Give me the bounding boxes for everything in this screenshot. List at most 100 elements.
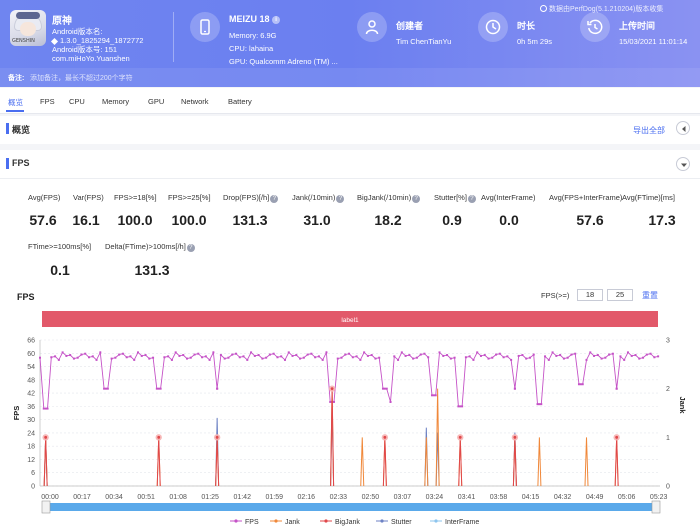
fps-point [487, 357, 490, 360]
device-gpu: GPU: Qualcomm Adreno (TM) ... [229, 57, 338, 66]
fps-point [555, 354, 558, 357]
x-tick-label: 03:07 [394, 494, 412, 501]
fps-point [185, 357, 188, 360]
fps-point [148, 357, 151, 360]
x-tick-label: 02:50 [362, 494, 380, 501]
slider-left-handle[interactable] [41, 500, 51, 514]
fps-point [257, 354, 260, 357]
fps-point [544, 355, 547, 358]
fps-point [238, 356, 241, 359]
y-tick-label: 60 [27, 351, 35, 358]
device-memory: Memory: 6.9G [229, 31, 277, 40]
help-icon[interactable]: ? [270, 195, 279, 203]
collapse-left-button[interactable] [676, 121, 690, 135]
fps-section-title: FPS [12, 158, 30, 168]
app-version-code: Android版本号: 151 [52, 45, 118, 54]
fps-point [103, 387, 106, 390]
x-tick-label: 03:41 [458, 494, 476, 501]
jank-spike [435, 388, 440, 487]
fps-threshold-low-input[interactable]: 18 [577, 289, 603, 301]
metric-value-avg-fps: 57.6 [29, 212, 57, 228]
fps-point [432, 394, 435, 397]
fps-point [121, 352, 124, 355]
bigjank-spike [330, 388, 335, 487]
metric-value-delta-ftime: 131.3 [134, 262, 170, 278]
bigjank-spike [512, 437, 517, 487]
fps-point [46, 407, 49, 410]
fps-threshold-high-input[interactable]: 25 [607, 289, 633, 301]
collapse-down-button[interactable] [676, 157, 690, 171]
note-input[interactable]: 添加备注，最长不超过200个字符 [30, 75, 133, 82]
fps-point [104, 387, 107, 390]
fps-point [242, 355, 245, 358]
help-icon[interactable]: ? [336, 195, 345, 203]
fps-point [261, 357, 264, 360]
fps-point [140, 354, 143, 357]
bigjank-marker-dot [513, 435, 517, 439]
fps-point [446, 354, 449, 357]
note-bar[interactable] [0, 68, 700, 87]
fps-point [174, 351, 177, 354]
fps-point [532, 353, 535, 356]
tab-memory[interactable]: Memory [102, 97, 130, 106]
fps-point [378, 356, 381, 359]
x-tick-label: 00:34 [105, 494, 123, 501]
slider-right-handle[interactable] [651, 500, 661, 514]
metric-label-interframe: Avg(InterFrame) [481, 193, 536, 202]
phone-icon [190, 12, 220, 42]
legend-label: Jank [285, 519, 300, 526]
metric-label-bigjank: BigJank(/10min)? [357, 193, 421, 203]
fps-point [133, 358, 136, 361]
help-icon[interactable]: ? [186, 244, 195, 252]
fps-point [600, 357, 603, 360]
help-icon[interactable]: ? [467, 195, 476, 203]
fps-point [246, 358, 249, 361]
fps-point [336, 357, 339, 360]
fps-point [272, 352, 275, 355]
time-range-slider[interactable] [44, 503, 658, 511]
legend-label: BigJank [335, 519, 360, 526]
legend-dot [234, 519, 238, 523]
tab-overview[interactable]: 概览 [8, 98, 23, 107]
help-icon[interactable]: ? [412, 195, 421, 203]
info-icon[interactable]: i [272, 16, 281, 24]
x-tick-label: 05:23 [650, 494, 668, 501]
legend-dot [380, 519, 384, 523]
fps-point [589, 351, 592, 354]
tab-network[interactable]: Network [181, 97, 209, 106]
fps-point [329, 400, 332, 403]
bigjank-marker-dot [44, 435, 48, 439]
fps-point [197, 352, 200, 355]
overview-section [0, 116, 700, 144]
x-tick-label: 01:25 [201, 494, 219, 501]
metric-label-stutter: Stutter[%]? [434, 193, 476, 203]
bigjank-spike [458, 437, 463, 487]
upload-label: 上传时间 [619, 21, 656, 31]
header-divider [173, 12, 174, 62]
reset-button[interactable]: 重置 [642, 291, 658, 300]
fps-point [638, 357, 641, 360]
x-tick-label: 04:32 [554, 494, 572, 501]
fps-point [528, 356, 531, 359]
fps-point [498, 352, 501, 355]
tab-gpu[interactable]: GPU [148, 97, 165, 106]
fps-point [216, 387, 219, 390]
export-all-link[interactable]: 导出全部 [633, 126, 665, 135]
fps-point [87, 356, 90, 359]
fps-point [95, 358, 98, 361]
fps-section [0, 150, 700, 529]
fps-point [355, 355, 358, 358]
metric-label-fps-25: FPS>=25[%] [168, 193, 211, 202]
tab-fps[interactable]: FPS [40, 97, 55, 106]
tab-battery[interactable]: Battery [228, 97, 252, 106]
fps-point [547, 358, 550, 361]
fps-point [538, 403, 541, 406]
fps-point [449, 357, 452, 360]
fps-point [54, 355, 57, 358]
tab-cpu[interactable]: CPU [69, 97, 85, 106]
fps-point [468, 355, 471, 358]
bigjank-marker-dot [215, 435, 219, 439]
fps-point [540, 403, 543, 406]
fps-point [152, 356, 155, 359]
